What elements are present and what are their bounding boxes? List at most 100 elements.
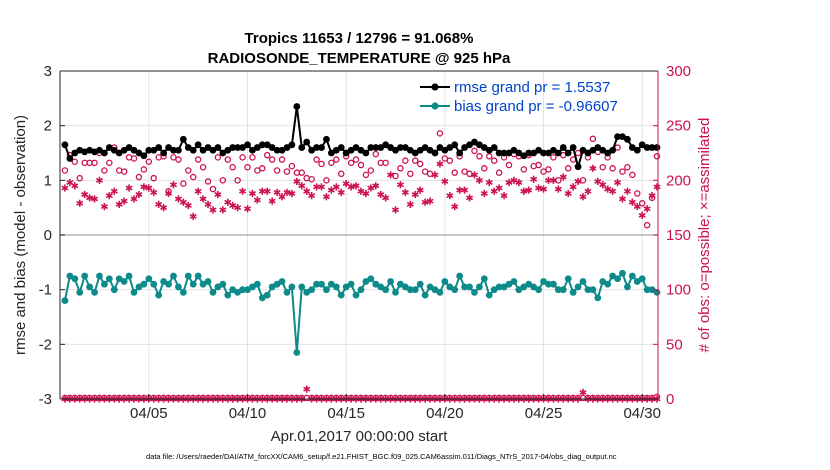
obs-possible-marker [244,163,251,171]
obs-assimilated-marker [633,202,641,211]
bias-point [323,286,330,294]
obs-possible-marker [643,221,651,229]
obs-assimilated-marker [71,182,79,190]
rmse-point [624,135,631,143]
obs-possible-marker [619,168,626,175]
obs-assimilated-marker [317,183,326,191]
obs-assimilated-marker [253,196,261,204]
obs-assimilated-marker [584,187,592,195]
data-file-footnote: data file: /Users/raeder/DAI/ATM_forcXX/… [146,452,617,461]
bias-point [130,289,138,296]
y-right-tick-label: 300 [666,63,691,80]
bias-point [387,278,394,285]
legend-rmse-label: rmse grand pr = 1.5537 [454,79,610,96]
obs-possible-marker [347,159,355,167]
obs-assimilated-marker [495,184,503,192]
obs-possible-marker [204,178,212,185]
rmse-point [456,149,464,157]
bias-point [554,286,562,294]
bias-point [480,275,488,283]
bias-point [589,286,597,294]
bias-point [436,289,444,296]
bias-point [466,283,473,291]
obs-possible-marker [352,156,360,163]
rmse-point [229,144,237,151]
bias-point [313,280,320,288]
bias-point [91,289,98,296]
bias-point [624,283,631,291]
obs-possible-marker [199,163,207,171]
obs-possible-marker [214,154,222,161]
obs-possible-marker [451,169,458,176]
obs-assimilated-marker [61,184,69,192]
rmse-point [140,152,148,160]
obs-possible-marker [209,185,217,193]
obs-possible-marker [436,130,444,137]
obs-assimilated-marker [145,184,153,192]
obs-assimilated-marker [653,183,661,191]
obs-assimilated-marker [451,202,459,211]
bias-point [293,349,301,356]
bias-point [278,278,286,285]
obs-possible-marker [101,167,108,174]
y-tick-label: -1 [39,282,52,299]
bias-point [574,283,582,291]
obs-assimilated-marker [209,206,217,214]
rmse-point [155,144,163,151]
y-tick-label: 3 [44,63,52,80]
obs-assimilated-marker [628,198,636,206]
rmse-point [648,144,656,151]
obs-possible-marker [194,156,202,163]
bias-point [441,278,449,285]
bias-point [367,275,375,283]
obs-assimilated-marker [382,194,390,202]
obs-possible-marker [629,171,636,179]
obs-possible-marker [239,154,246,161]
obs-possible-marker [609,165,616,172]
obs-assimilated-marker [599,181,607,189]
bias-point [209,289,217,296]
obs-assimilated-marker [248,189,256,198]
bias-point [140,280,148,288]
x-axis-label: Apr.01,2017 00:00:00 start [271,428,449,445]
obs-possible-marker [268,156,276,163]
obs-assimilated-marker [480,189,488,198]
obs-assimilated-marker [564,189,572,198]
rmse-point [574,163,582,171]
rmse-point [234,144,242,151]
obs-possible-marker [411,157,419,164]
bias-point [535,286,542,294]
bias-point [347,280,355,288]
obs-possible-marker [520,166,528,173]
bias-point [549,280,557,288]
bias-point [643,286,651,294]
x-tick-label: 04/25 [525,405,563,422]
obs-assimilated-marker [623,187,631,195]
obs-assimilated-marker [199,195,207,203]
obs-possible-marker [328,159,335,167]
rmse-point [495,149,503,157]
y-tick-label: -2 [39,336,52,353]
rmse-point [490,144,498,151]
bias-point [604,280,612,288]
rmse-point [61,141,69,149]
obs-assimilated-marker [239,187,247,195]
obs-assimilated-marker [515,178,523,187]
y-tick-label: 2 [44,118,52,135]
bias-point [495,283,503,291]
x-tick-label: 04/10 [229,405,267,422]
obs-possible-marker [367,167,375,174]
obs-assimilated-marker [273,188,281,196]
legend: rmse grand pr = 1.5537 bias grand pr = -… [420,79,618,115]
obs-possible-marker [535,161,542,169]
rmse-point [288,141,296,149]
bias-point [569,289,577,296]
obs-possible-marker [490,157,498,164]
bias-point [411,286,419,294]
bias-point [253,280,261,288]
obs-assimilated-marker [614,178,622,187]
bias-point [224,291,232,299]
x-axis-ticks: 04/05 04/10 04/15 04/20 04/25 04/30 [130,394,661,422]
obs-possible-marker [471,147,478,155]
